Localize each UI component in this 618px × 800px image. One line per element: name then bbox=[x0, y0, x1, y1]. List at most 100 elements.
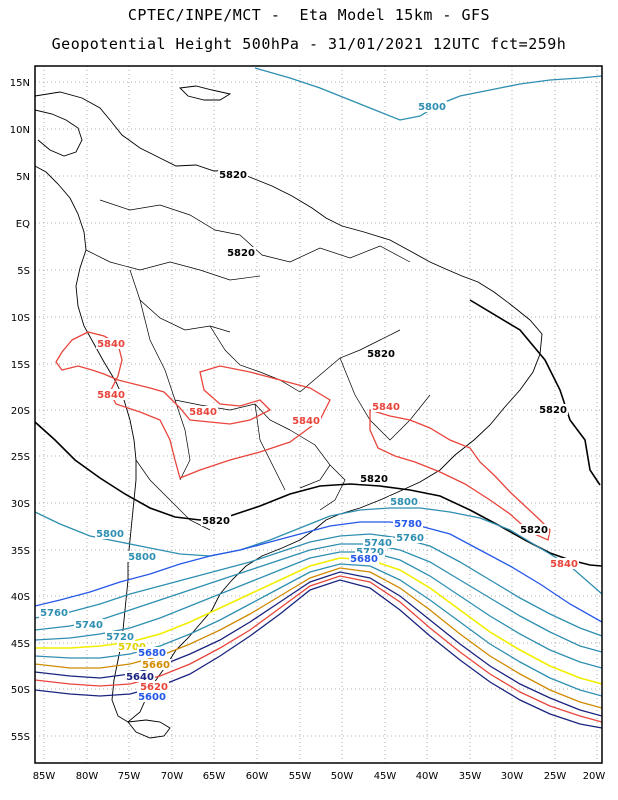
contour-label-background bbox=[393, 518, 423, 529]
lon-label: 70W bbox=[161, 771, 184, 782]
contour-label: 5840 bbox=[550, 559, 578, 570]
lat-label: 35S bbox=[11, 546, 30, 557]
contour-5620 bbox=[35, 575, 602, 723]
contour-label-background bbox=[226, 247, 256, 258]
lat-label: EQ bbox=[16, 219, 30, 230]
lon-label: 45W bbox=[374, 771, 397, 782]
lon-label: 35W bbox=[459, 771, 482, 782]
contour-label: 5840 bbox=[189, 407, 217, 418]
contour-label: 5720 bbox=[356, 547, 384, 558]
contour-label: 5820 bbox=[219, 170, 247, 181]
contour-label: 5700 bbox=[118, 642, 146, 653]
lat-label: 10S bbox=[11, 313, 30, 324]
contour-label: 5840 bbox=[97, 339, 125, 350]
contour-label: 5800 bbox=[418, 102, 446, 113]
contour-label: 5800 bbox=[390, 497, 418, 508]
contour-label: 5720 bbox=[106, 632, 134, 643]
lat-label: 5N bbox=[16, 172, 30, 183]
contour-label-background bbox=[96, 389, 126, 400]
lon-label: 20W bbox=[583, 771, 606, 782]
map-frame bbox=[34, 65, 603, 764]
contour-5840-west bbox=[55, 331, 331, 479]
longitude-labels: 85W 80W 75W 70W 65W 60W 55W 50W 45W 40W … bbox=[33, 771, 606, 782]
contour-5820-main bbox=[35, 421, 602, 567]
contour-5760 bbox=[35, 533, 602, 637]
lon-label: 40W bbox=[416, 771, 439, 782]
contour-label: 5740 bbox=[364, 538, 392, 549]
contour-label: 5780 bbox=[394, 519, 422, 530]
contour-label: 5600 bbox=[138, 692, 166, 703]
lon-label: 25W bbox=[544, 771, 567, 782]
lon-label: 65W bbox=[203, 771, 226, 782]
lat-label: 15N bbox=[10, 78, 30, 89]
lon-label: 60W bbox=[246, 771, 269, 782]
contour-5840-east bbox=[369, 409, 551, 541]
contour-label: 5760 bbox=[40, 608, 68, 619]
contour-label: 5840 bbox=[97, 390, 125, 401]
contour-label-background bbox=[395, 532, 425, 543]
contour-lines bbox=[35, 67, 602, 729]
chart-title: CPTEC/INPE/MCT - Eta Model 15km - GFS bbox=[127, 6, 491, 24]
lat-label: 20S bbox=[11, 406, 30, 417]
contour-label: 5820 bbox=[367, 349, 395, 360]
contour-label-background bbox=[538, 404, 568, 415]
contour-label: 5840 bbox=[292, 416, 320, 427]
contour-label-background bbox=[139, 681, 169, 692]
contour-label: 5680 bbox=[138, 648, 166, 659]
lat-label: 25S bbox=[11, 452, 30, 463]
contour-label: 5820 bbox=[520, 525, 548, 536]
contour-label-background bbox=[366, 348, 396, 359]
contour-label: 5800 bbox=[128, 552, 156, 563]
contour-label-background bbox=[137, 691, 167, 702]
contour-label: 5800 bbox=[96, 529, 124, 540]
contour-label: 5660 bbox=[142, 660, 170, 671]
lat-label: 55S bbox=[11, 732, 30, 743]
lon-label: 50W bbox=[331, 771, 354, 782]
lat-label: 30S bbox=[11, 499, 30, 510]
contour-label-background bbox=[39, 607, 69, 618]
contour-5720 bbox=[35, 551, 602, 669]
lat-label: 50S bbox=[11, 685, 30, 696]
contour-label: 5840 bbox=[372, 402, 400, 413]
contour-label-background bbox=[519, 524, 549, 535]
coastline bbox=[35, 85, 543, 739]
contour-label: 5820 bbox=[227, 248, 255, 259]
country-borders bbox=[85, 199, 431, 531]
lon-label: 85W bbox=[33, 771, 56, 782]
contour-label-background bbox=[74, 619, 104, 630]
contour-label: 5620 bbox=[140, 682, 168, 693]
contour-label-background bbox=[349, 553, 379, 564]
contour-label-background bbox=[291, 415, 321, 426]
contour-label-background bbox=[218, 169, 248, 180]
contour-labels: 5800 5820 5820 5840 5840 5840 5840 5820 5840 5820… bbox=[39, 101, 579, 703]
contour-label-background bbox=[96, 338, 126, 349]
contour-label-background bbox=[117, 641, 147, 652]
contour-5780 bbox=[35, 521, 602, 623]
contour-label: 5820 bbox=[202, 516, 230, 527]
contour-label-background bbox=[127, 551, 157, 562]
contour-label: 5820 bbox=[539, 405, 567, 416]
contour-label-background bbox=[141, 659, 171, 670]
lon-label: 75W bbox=[118, 771, 141, 782]
contour-label-background bbox=[417, 101, 447, 112]
chart-subtitle: Geopotential Height 500hPa - 31/01/2021 … bbox=[51, 35, 567, 53]
contour-5740 bbox=[35, 543, 602, 653]
contour-5660 bbox=[35, 567, 602, 709]
lat-label: 10N bbox=[10, 125, 30, 136]
contour-5680 bbox=[35, 563, 602, 697]
contour-label-background bbox=[95, 528, 125, 539]
contour-label: 5820 bbox=[360, 474, 388, 485]
contour-label-background bbox=[359, 473, 389, 484]
contour-label-background bbox=[105, 631, 135, 642]
graticule bbox=[35, 66, 602, 763]
lat-label: 5S bbox=[17, 266, 30, 277]
lon-label: 80W bbox=[76, 771, 99, 782]
contour-label-background bbox=[363, 537, 393, 548]
contour-label-background bbox=[389, 496, 419, 507]
lat-label: 45S bbox=[11, 639, 30, 650]
contour-label: 5680 bbox=[350, 554, 378, 565]
contour-label-background bbox=[371, 401, 401, 412]
contour-label-background bbox=[549, 558, 579, 569]
contour-label-background bbox=[201, 515, 231, 526]
